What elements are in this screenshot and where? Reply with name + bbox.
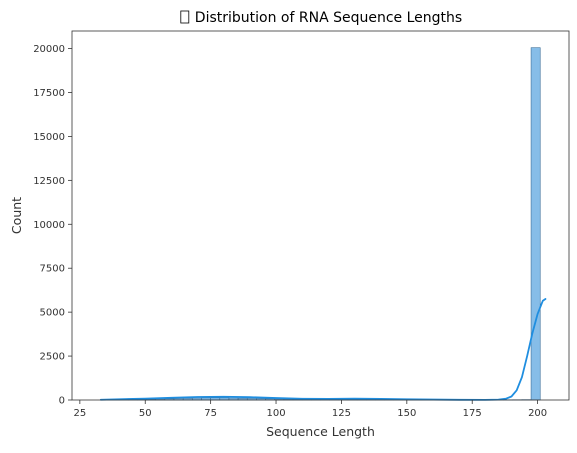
y-tick-label: 10000 [33, 220, 65, 231]
x-tick-label: 50 [139, 408, 152, 419]
x-axis-label: Sequence Length [266, 424, 375, 439]
y-axis-label: Count [9, 197, 24, 234]
y-tick-label: 15000 [33, 132, 65, 143]
x-tick-label: 100 [266, 408, 285, 419]
y-tick-label: 17500 [33, 88, 65, 99]
chart-title: Distribution of RNA Sequence Lengths [195, 10, 462, 26]
x-tick-label: 125 [332, 408, 351, 419]
x-tick-label: 150 [397, 408, 416, 419]
y-tick-label: 0 [59, 396, 65, 407]
y-tick-label: 5000 [40, 308, 65, 319]
y-tick-label: 12500 [33, 176, 65, 187]
y-tick-label: 7500 [40, 264, 65, 275]
kde-line [101, 299, 546, 400]
x-tick-label: 175 [463, 408, 482, 419]
y-tick-label: 2500 [40, 352, 65, 363]
x-tick-label: 25 [73, 408, 86, 419]
histogram-bar [531, 48, 540, 400]
x-tick-label: 75 [204, 408, 217, 419]
plot-frame [72, 31, 569, 400]
x-tick-label: 200 [528, 408, 547, 419]
y-tick-label: 20000 [33, 44, 65, 55]
chart-emoji-icon [181, 11, 189, 23]
